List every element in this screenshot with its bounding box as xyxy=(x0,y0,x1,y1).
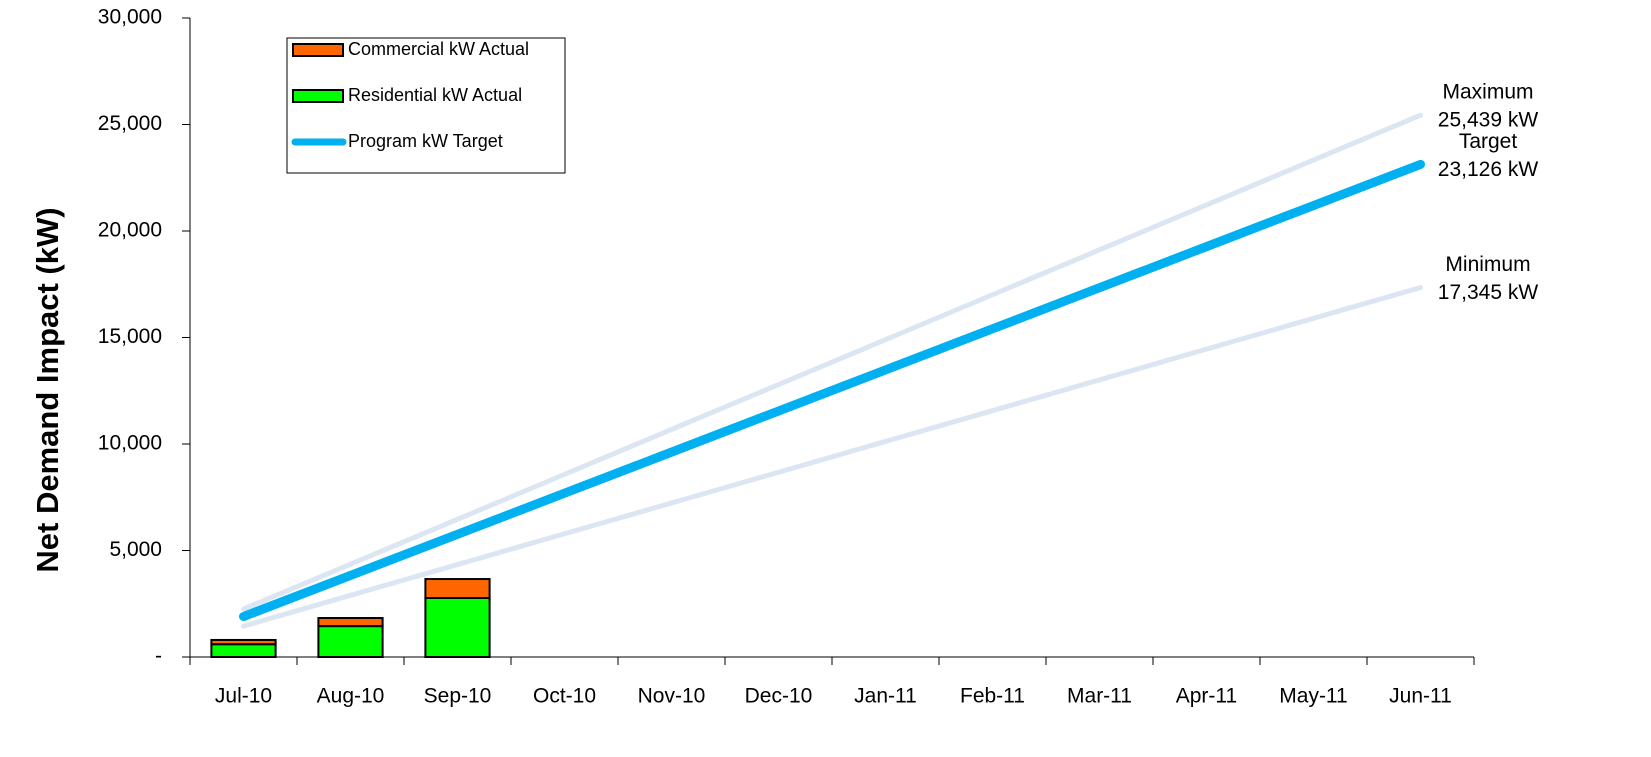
line xyxy=(241,285,1423,629)
x-tick-label: Oct-10 xyxy=(533,685,596,708)
x-tick-label: Apr-11 xyxy=(1176,685,1237,708)
x-tick-label: Jul-10 xyxy=(215,685,272,708)
end-label: Minimum xyxy=(1445,253,1530,276)
legend-swatch xyxy=(292,43,344,57)
legend-box xyxy=(286,37,566,174)
bar-segment xyxy=(210,643,277,658)
legend-label: Commercial kW Actual xyxy=(348,39,529,59)
y-tick-label: 25,000 xyxy=(98,112,162,135)
x-tick-label: Jan-11 xyxy=(854,685,917,708)
x-tick-label: Mar-11 xyxy=(1067,685,1132,708)
y-tick-label: 15,000 xyxy=(98,325,162,348)
bar-segment xyxy=(424,578,491,599)
x-tick-label: Nov-10 xyxy=(638,685,706,708)
end-label: 25,439 kW xyxy=(1438,109,1539,132)
x-tick-label: Jun-11 xyxy=(1389,685,1452,708)
y-tick-label: 5,000 xyxy=(109,538,162,561)
y-tick-label: - xyxy=(155,645,162,668)
x-tick-label: May-11 xyxy=(1279,685,1347,708)
x-tick-label: Feb-11 xyxy=(960,685,1025,708)
line xyxy=(239,159,1425,622)
line xyxy=(241,112,1423,612)
y-tick-label: 30,000 xyxy=(98,6,162,29)
end-label: 17,345 kW xyxy=(1438,281,1539,304)
bar-segment xyxy=(424,596,491,659)
bar-segment xyxy=(317,617,384,628)
y-tick-label: 20,000 xyxy=(98,219,162,242)
x-tick-label: Sep-10 xyxy=(424,685,492,708)
legend-label: Program kW Target xyxy=(348,131,503,151)
x-tick-label: Aug-10 xyxy=(317,685,385,708)
legend-swatch xyxy=(292,89,344,103)
end-label: Target xyxy=(1459,130,1518,153)
bar-segment xyxy=(210,638,277,646)
bar-segment xyxy=(317,625,384,658)
end-label: Maximum xyxy=(1442,81,1533,104)
x-tick-label: Dec-10 xyxy=(745,685,813,708)
end-label: 23,126 kW xyxy=(1438,158,1539,181)
y-tick-label: 10,000 xyxy=(98,432,162,455)
y-axis-title: Net Demand Impact (kW) xyxy=(30,207,65,572)
legend-label: Residential kW Actual xyxy=(348,85,522,105)
